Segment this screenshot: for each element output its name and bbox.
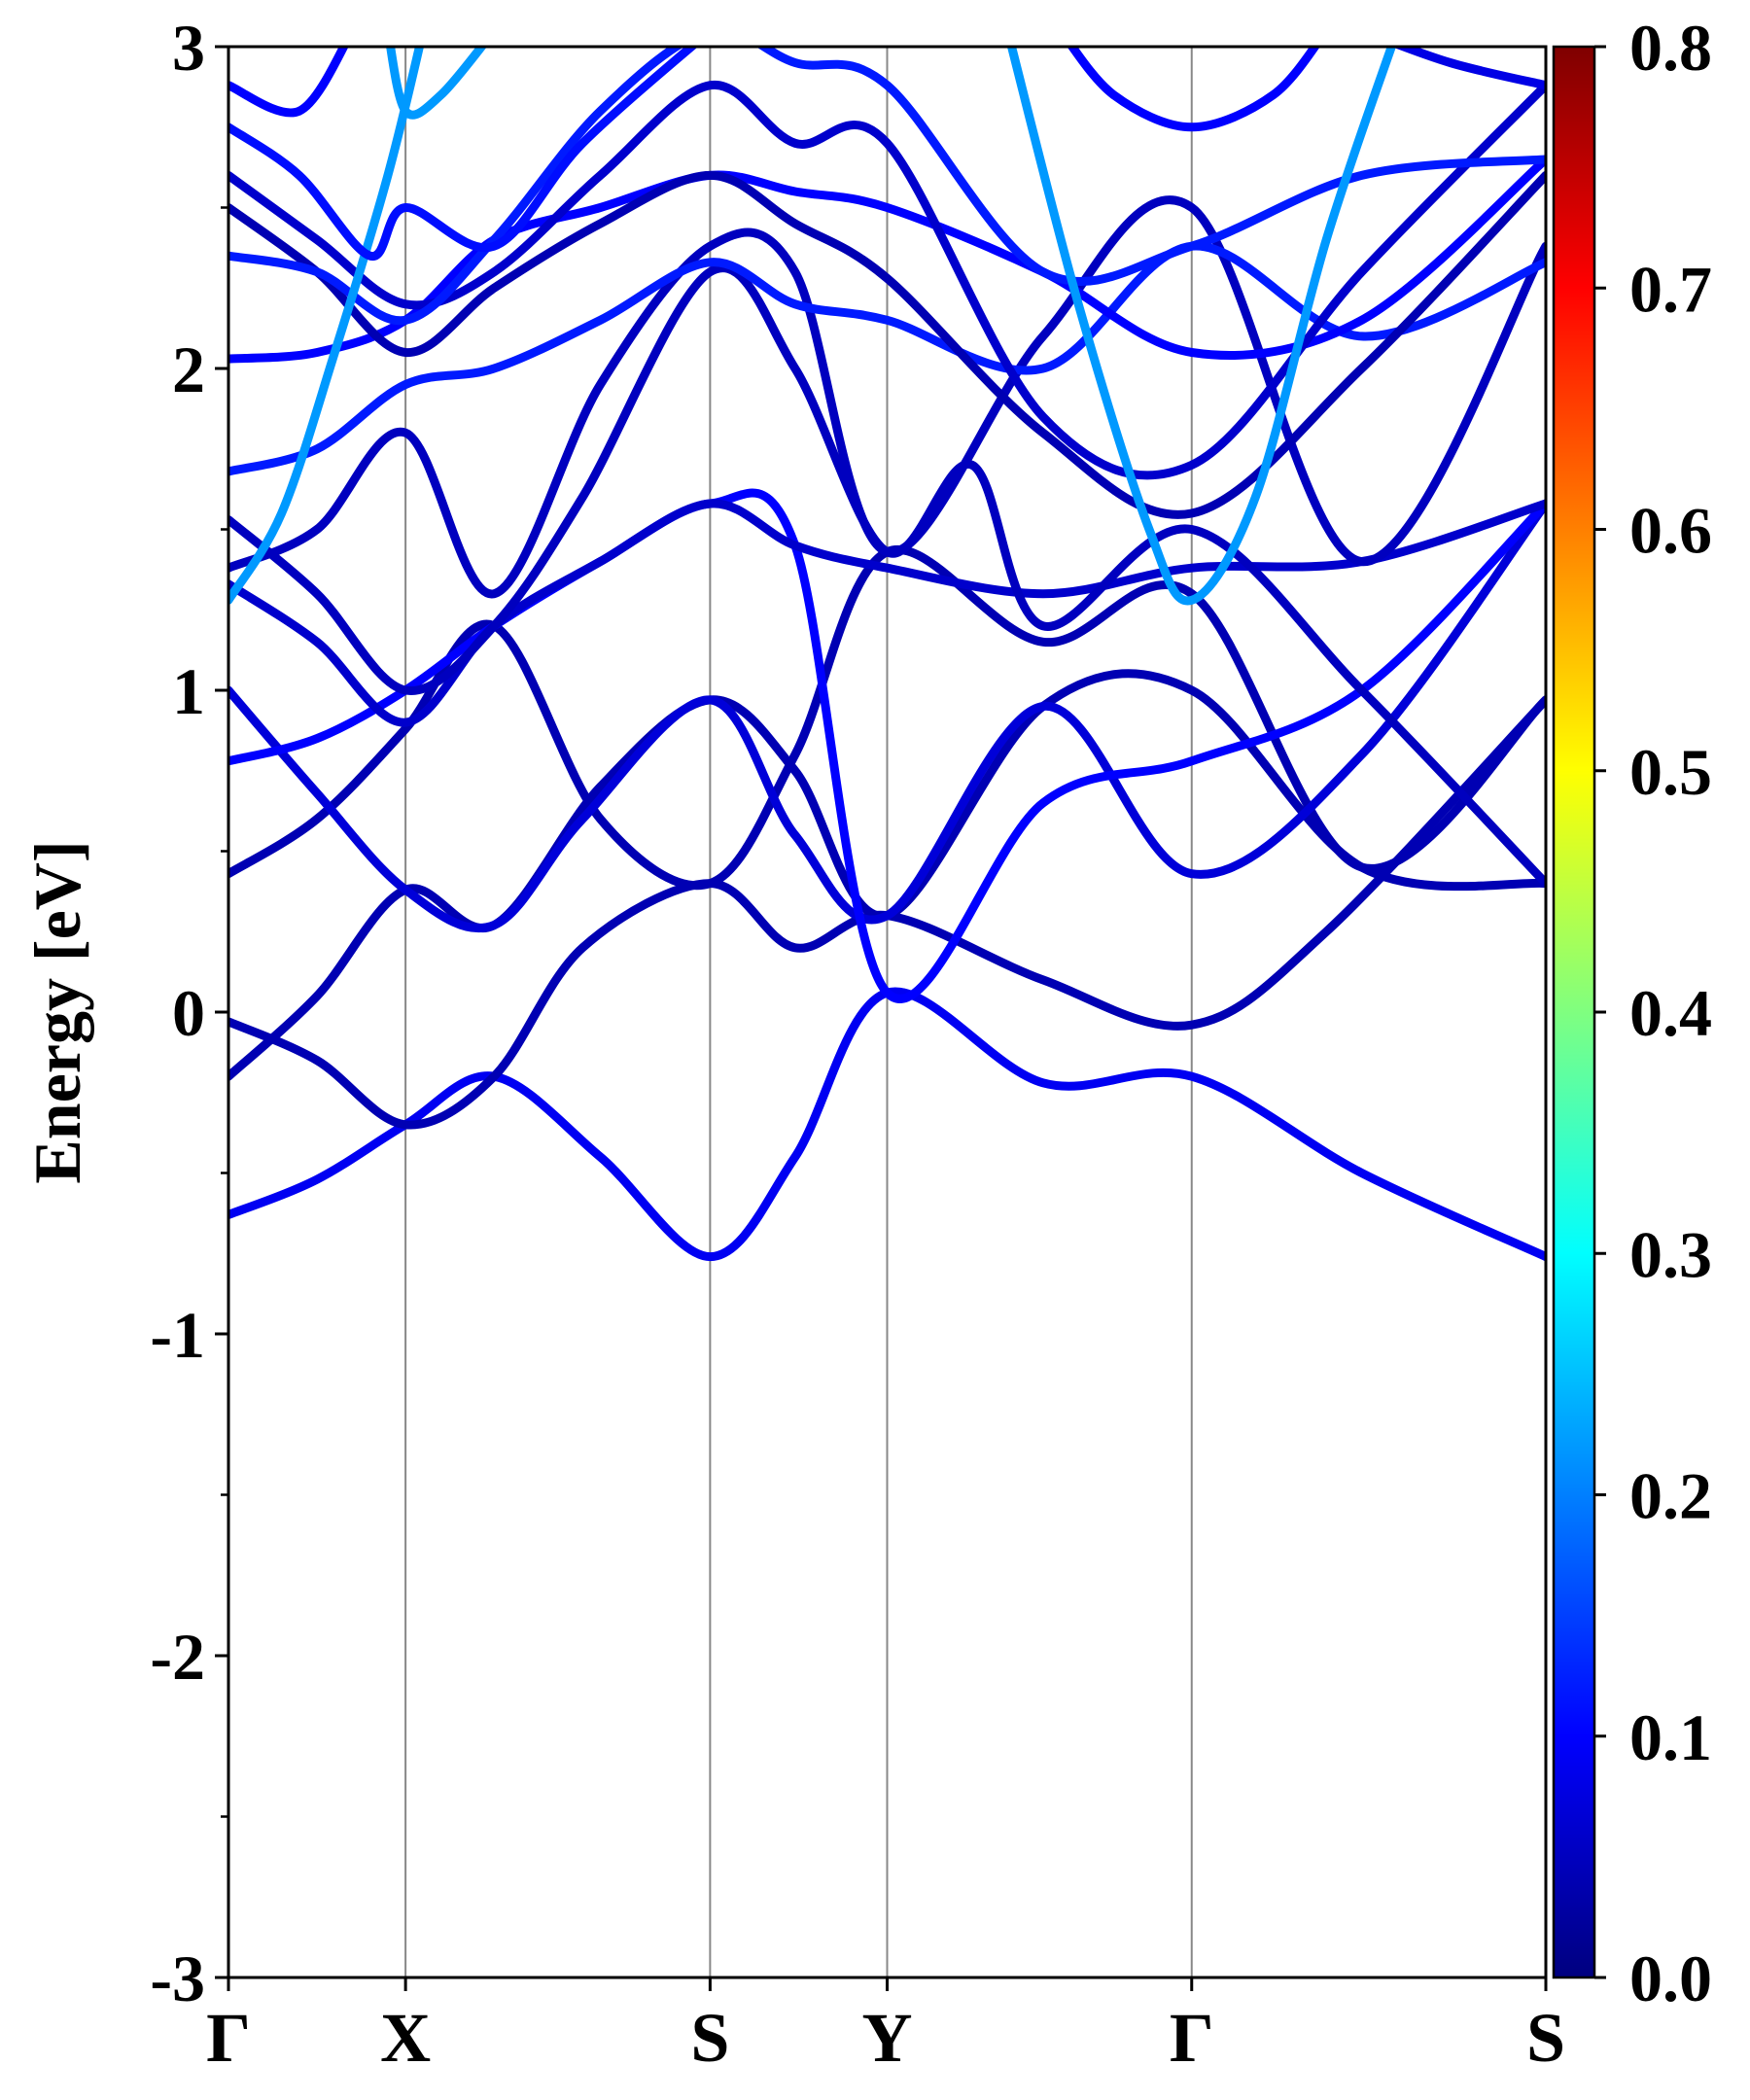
band-10 — [228, 241, 1546, 476]
band-6 — [228, 488, 1546, 1003]
colorbar-ticks: 0.0 0.1 0.2 0.3 0.4 0.5 0.6 0.7 0.8 — [1594, 11, 1712, 2015]
x-tick-label: Γ — [206, 1999, 251, 2077]
colorbar-tick-label: 0.7 — [1629, 252, 1712, 326]
band-17 — [1006, 47, 1397, 606]
y-tick-label: -3 — [150, 1942, 205, 2015]
colorbar-tick-label: 0.0 — [1629, 1942, 1712, 2015]
y-tick-label: 2 — [172, 332, 205, 406]
x-tick-label: Γ — [1170, 1999, 1214, 2077]
band-20 — [1067, 47, 1320, 132]
y-tick-label: 1 — [172, 654, 205, 728]
colorbar-tick-label: 0.8 — [1629, 11, 1712, 85]
y-axis-title: Energy [eV] — [20, 840, 94, 1183]
colorbar-tick-label: 0.6 — [1629, 494, 1712, 568]
colorbar-tick-label: 0.4 — [1629, 976, 1712, 1050]
band-2 — [228, 695, 1546, 1130]
y-tick-label: 3 — [172, 11, 205, 85]
band-13 — [228, 81, 1546, 480]
band-16 — [386, 47, 487, 120]
colorbar-tick-label: 0.1 — [1629, 1700, 1712, 1774]
y-tick-label: -1 — [150, 1298, 205, 1372]
y-tick-label: 0 — [172, 976, 205, 1050]
x-tick-label: S — [1526, 1999, 1565, 2077]
x-tick-label: X — [380, 1999, 431, 2077]
high-symmetry-lines — [404, 47, 1193, 1978]
band-19 — [228, 47, 349, 118]
band-9 — [228, 195, 1546, 599]
x-tick-label: Y — [862, 1999, 913, 2077]
y-tick-label: -2 — [150, 1620, 205, 1694]
band-5 — [228, 499, 1546, 933]
band-21 — [1391, 47, 1546, 90]
colorbar: 0.0 0.1 0.2 0.3 0.4 0.5 0.6 0.7 0.8 — [1552, 11, 1712, 2015]
band-8 — [228, 263, 1546, 889]
colorbar-gradient — [1552, 45, 1596, 1979]
colorbar-tick-label: 0.5 — [1629, 735, 1712, 809]
band-12 — [228, 170, 1546, 519]
band-lines — [228, 47, 1546, 1262]
x-tick-label: S — [690, 1999, 729, 2077]
y-axis-ticks: -3 -2 -1 0 1 2 3 — [150, 11, 228, 2015]
band-1 — [228, 987, 1546, 1262]
band-7 — [228, 499, 1546, 727]
band-15 — [228, 47, 425, 605]
colorbar-tick-label: 0.2 — [1629, 1459, 1712, 1533]
band-18 — [228, 47, 699, 261]
band-14 — [228, 47, 1546, 326]
colorbar-tick-label: 0.3 — [1629, 1217, 1712, 1291]
